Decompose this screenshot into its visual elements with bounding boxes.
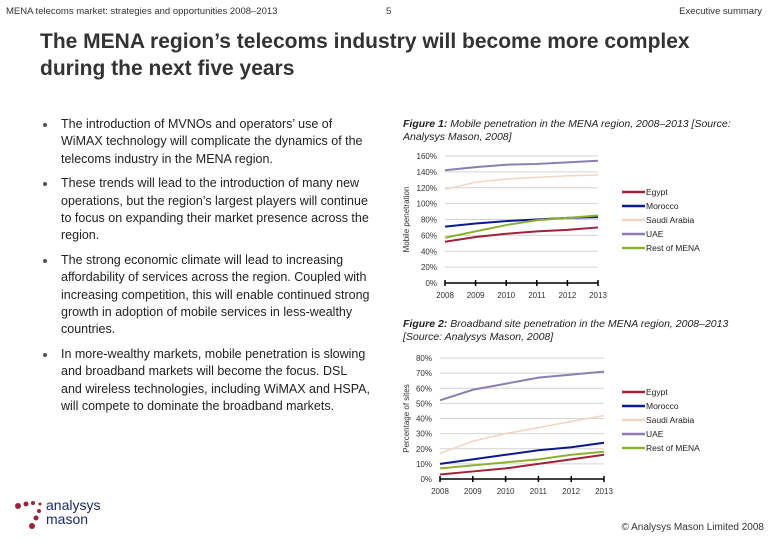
legend-label: Morocco	[646, 401, 679, 411]
x-tick-label: 2008	[436, 291, 454, 300]
y-tick-label: 50%	[416, 399, 432, 408]
x-tick-label: 2010	[497, 291, 515, 300]
series-line-egypt	[444, 226, 599, 243]
figure-1-caption: Figure 1: Mobile penetration in the MENA…	[403, 118, 733, 144]
y-tick-label: 40%	[416, 415, 432, 424]
y-tick-label: 0%	[425, 279, 437, 288]
x-tick-label: 2009	[464, 487, 482, 496]
figure-2-text: Broadband site penetration in the MENA r…	[403, 318, 729, 343]
x-tick-label: 2011	[528, 291, 546, 300]
figure-1-label: Figure 1:	[403, 118, 448, 130]
x-tick-label: 2009	[467, 291, 485, 300]
logo-text-line2: mason	[46, 511, 89, 527]
legend-label: Rest of MENA	[646, 443, 700, 453]
y-tick-label: 60%	[416, 384, 432, 393]
figure-1-chart: 0% 20% 40% 60% 80% 100% 120% 140% 160% 2008 2009 20…	[402, 152, 700, 300]
x-tick-label: 2012	[562, 487, 580, 496]
logo-dots-icon	[15, 501, 42, 529]
analysys-mason-logo: analysys mason	[12, 496, 122, 532]
page-number: 5	[386, 6, 392, 17]
legend-label: Egypt	[646, 187, 668, 197]
x-tick-label: 2013	[595, 487, 613, 496]
y-tick-label: 20%	[416, 445, 432, 454]
bullet-item: These trends will lead to the introducti…	[40, 175, 370, 244]
series-line-saudi-arabia	[444, 174, 599, 191]
series-line-morocco	[439, 441, 605, 465]
header-doc-title: MENA telecoms market: strategies and opp…	[6, 6, 278, 17]
y-tick-label: 100%	[417, 200, 437, 209]
y-axis-label: Percentage of sites	[402, 384, 411, 452]
figure-1-text: Mobile penetration in the MENA region, 2…	[403, 118, 731, 143]
x-tick-label: 2013	[589, 291, 607, 300]
y-tick-label: 160%	[417, 152, 437, 161]
series-line-egypt	[439, 453, 605, 476]
legend-label: Rest of MENA	[646, 243, 700, 253]
figure-2-chart: 0% 10% 20% 30% 40% 50% 60% 70% 80% 2008 2009 2010 20…	[402, 354, 700, 496]
y-tick-label: 30%	[416, 430, 432, 439]
header-section: Executive summary	[679, 6, 762, 17]
x-tick-label: 2010	[497, 487, 515, 496]
y-tick-label: 140%	[417, 168, 437, 177]
y-axis-label: Mobile penetration	[402, 187, 411, 253]
y-tick-label: 80%	[421, 216, 437, 225]
figure-2-caption: Figure 2: Broadband site penetration in …	[403, 318, 733, 344]
legend-label: UAE	[646, 429, 664, 439]
bullet-item: The strong economic climate will lead to…	[40, 252, 370, 338]
series-line-rest-of-mena	[444, 214, 599, 239]
series-line-uae	[444, 159, 599, 172]
bullet-item: The introduction of MVNOs and operators’…	[40, 116, 370, 168]
x-tick-label: 2011	[530, 487, 548, 496]
y-tick-label: 80%	[416, 354, 432, 363]
copyright: © Analysys Mason Limited 2008	[621, 522, 764, 533]
x-tick-label: 2012	[559, 291, 577, 300]
y-tick-label: 60%	[421, 231, 437, 240]
y-tick-label: 120%	[417, 184, 437, 193]
bullet-item: In more-wealthy markets, mobile penetrat…	[40, 346, 370, 415]
y-tick-label: 20%	[421, 263, 437, 272]
bullet-list: The introduction of MVNOs and operators’…	[40, 116, 370, 423]
legend-label: Morocco	[646, 201, 679, 211]
y-tick-label: 10%	[416, 460, 432, 469]
figure-2-label: Figure 2:	[403, 318, 448, 330]
logo-text-line1: analysys	[46, 497, 101, 513]
series-line-uae	[439, 370, 605, 402]
series-line-saudi-arabia	[439, 414, 605, 454]
y-tick-label: 70%	[416, 369, 432, 378]
legend-label: UAE	[646, 229, 664, 239]
legend-label: Egypt	[646, 387, 668, 397]
series-line-rest-of-mena	[439, 450, 605, 470]
x-tick-label: 2008	[431, 487, 449, 496]
y-tick-label: 40%	[421, 247, 437, 256]
legend-label: Saudi Arabia	[646, 415, 694, 425]
legend-label: Saudi Arabia	[646, 215, 694, 225]
page-title: The MENA region’s telecoms industry will…	[40, 30, 690, 80]
y-tick-label: 0%	[420, 475, 432, 484]
